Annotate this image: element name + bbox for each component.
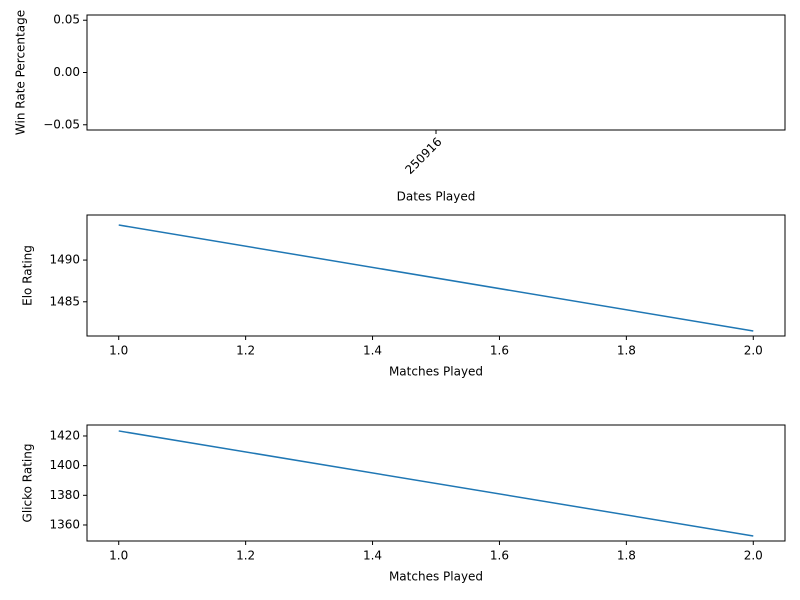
x-tick-label: 2.0 xyxy=(744,549,763,563)
y-tick-label: 1420 xyxy=(49,428,80,442)
y-tick-label: 0.05 xyxy=(53,13,80,27)
x-tick-label: 250916 xyxy=(402,135,444,177)
x-tick-label: 1.8 xyxy=(617,344,636,358)
y-tick-label: 1400 xyxy=(49,458,80,472)
x-tick-label: 1.4 xyxy=(363,344,382,358)
x-axis-label: Matches Played xyxy=(389,570,483,584)
y-axis-label: Glicko Rating xyxy=(21,444,35,523)
y-tick-label: 1380 xyxy=(49,488,80,502)
x-tick-label: 1.2 xyxy=(236,344,255,358)
y-tick-label: 0.00 xyxy=(53,65,80,79)
axes-frame xyxy=(86,424,786,542)
x-axis-label: Dates Played xyxy=(397,190,476,204)
y-axis-label: Elo Rating xyxy=(21,245,35,306)
x-tick-label: 2.0 xyxy=(744,344,763,358)
y-tick-label: 1360 xyxy=(49,517,80,531)
data-line xyxy=(118,224,754,332)
data-line xyxy=(118,430,754,537)
x-tick-label: 1.6 xyxy=(490,549,509,563)
x-tick-label: 1.0 xyxy=(109,549,128,563)
axes-frame xyxy=(86,14,786,131)
x-tick-label: 1.0 xyxy=(109,344,128,358)
x-tick-label: 1.2 xyxy=(236,549,255,563)
axes-frame xyxy=(86,214,786,337)
y-tick-label: 1490 xyxy=(49,253,80,267)
x-tick-label: 1.4 xyxy=(363,549,382,563)
x-tick-label: 1.6 xyxy=(490,344,509,358)
x-tick-label: 1.8 xyxy=(617,549,636,563)
y-axis-label: Win Rate Percentage xyxy=(14,10,28,135)
x-axis-label: Matches Played xyxy=(389,365,483,379)
y-tick-label: 1485 xyxy=(49,294,80,308)
y-tick-label: −0.05 xyxy=(43,117,80,131)
